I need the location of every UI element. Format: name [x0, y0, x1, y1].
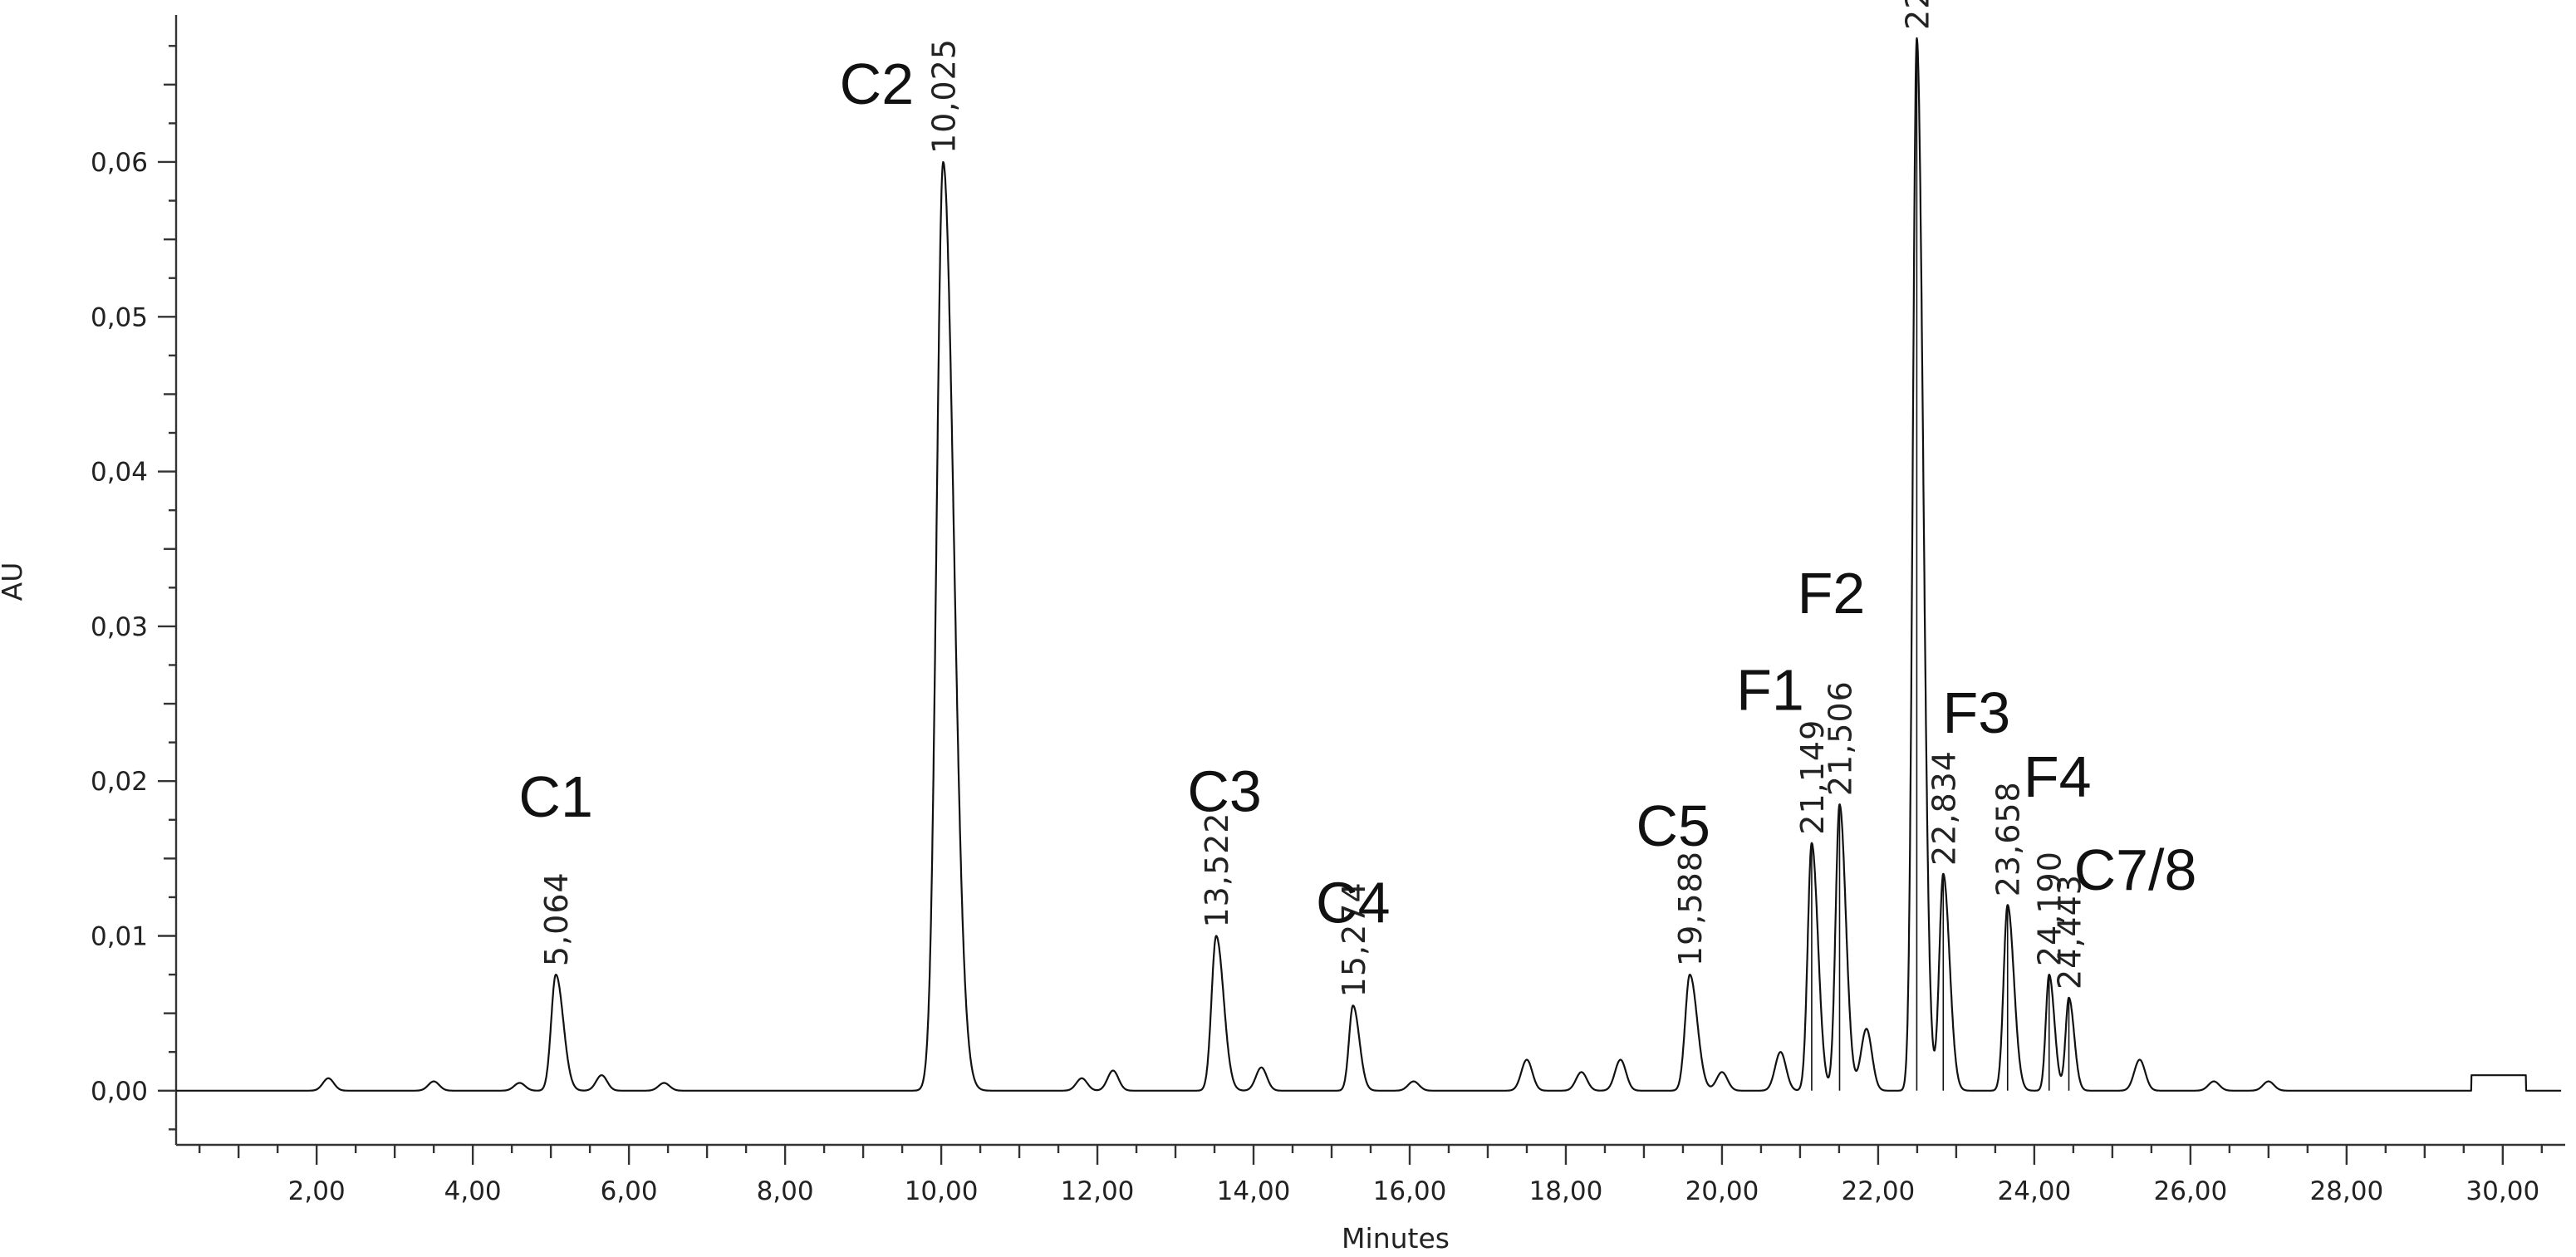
- peak-rt-label: 24,190: [2032, 851, 2068, 966]
- y-tick-label: 0,04: [91, 458, 148, 488]
- y-tick-label: 0,02: [91, 767, 148, 797]
- x-tick-label: 6,00: [601, 1176, 658, 1206]
- y-tick-label: 0,06: [91, 148, 148, 178]
- peak-name-label: C4: [1316, 870, 1390, 935]
- peak-name-label: C2: [840, 52, 914, 116]
- x-tick-label: 26,00: [2153, 1176, 2227, 1206]
- peak-rt-label: 21,506: [1822, 680, 1858, 796]
- x-tick-label: 14,00: [1217, 1176, 1291, 1206]
- y-tick-label: 0,03: [91, 612, 148, 642]
- y-tick-label: 0,00: [91, 1077, 148, 1107]
- y-tick-label: 0,05: [91, 302, 148, 332]
- x-tick-label: 18,00: [1529, 1176, 1603, 1206]
- peak-name-label: C1: [518, 764, 592, 829]
- peak-rt-label: 19,588: [1672, 851, 1709, 966]
- peak-rt-label: 22,834: [1926, 750, 1962, 866]
- peak-name-label: C3: [1187, 759, 1261, 823]
- x-tick-label: 12,00: [1061, 1176, 1135, 1206]
- peak-rt-label: 15,274: [1336, 881, 1372, 997]
- peak-rt-label: 5,064: [538, 872, 575, 966]
- peak-rt-label: 13,522: [1199, 813, 1235, 928]
- y-axis-title: AU: [0, 562, 28, 601]
- peak-rt-label: 23,658: [1990, 781, 2027, 896]
- y-tick-label: 0,01: [91, 921, 148, 951]
- peak-name-label: F1: [1736, 658, 1804, 723]
- peak-rt-label: 24,443: [2052, 874, 2088, 989]
- peak-name-label: C5: [1636, 793, 1710, 858]
- y-axis-ticks: 0,00 0,01 0,02 0,03 0,04 0,05 0,06: [91, 45, 176, 1131]
- x-tick-label: 4,00: [444, 1176, 502, 1206]
- x-tick-label: 20,00: [1685, 1176, 1759, 1206]
- x-axis-ticks: 2,00 4,00 6,00 8,00 10,00 12,00 14,00 16,00 18,0…: [198, 1145, 2544, 1206]
- peak-name-label: F2: [1798, 561, 1866, 626]
- peak-name-label: C7/8: [2074, 837, 2197, 902]
- x-tick-label: 22,00: [1842, 1176, 1916, 1206]
- peak-rt-label: 22,495: [1899, 0, 1936, 30]
- peak-name-label: F3: [1942, 680, 2010, 745]
- x-axis-title: Minutes: [1342, 1222, 1450, 1255]
- chromatogram-trace: [175, 37, 2562, 1092]
- x-tick-label: 2,00: [288, 1176, 346, 1206]
- x-tick-label: 8,00: [757, 1176, 814, 1206]
- peak-drop-lines: [1811, 37, 2070, 1091]
- x-tick-label: 24,00: [1998, 1176, 2072, 1206]
- x-tick-label: 30,00: [2466, 1176, 2539, 1206]
- x-tick-label: 16,00: [1373, 1176, 1447, 1206]
- x-tick-label: 28,00: [2309, 1176, 2383, 1206]
- peak-name-label: F4: [2024, 744, 2092, 809]
- peak-rt-label: 21,149: [1794, 719, 1831, 835]
- peak-rt-label: 10,025: [925, 38, 962, 154]
- x-tick-label: 10,00: [905, 1176, 979, 1206]
